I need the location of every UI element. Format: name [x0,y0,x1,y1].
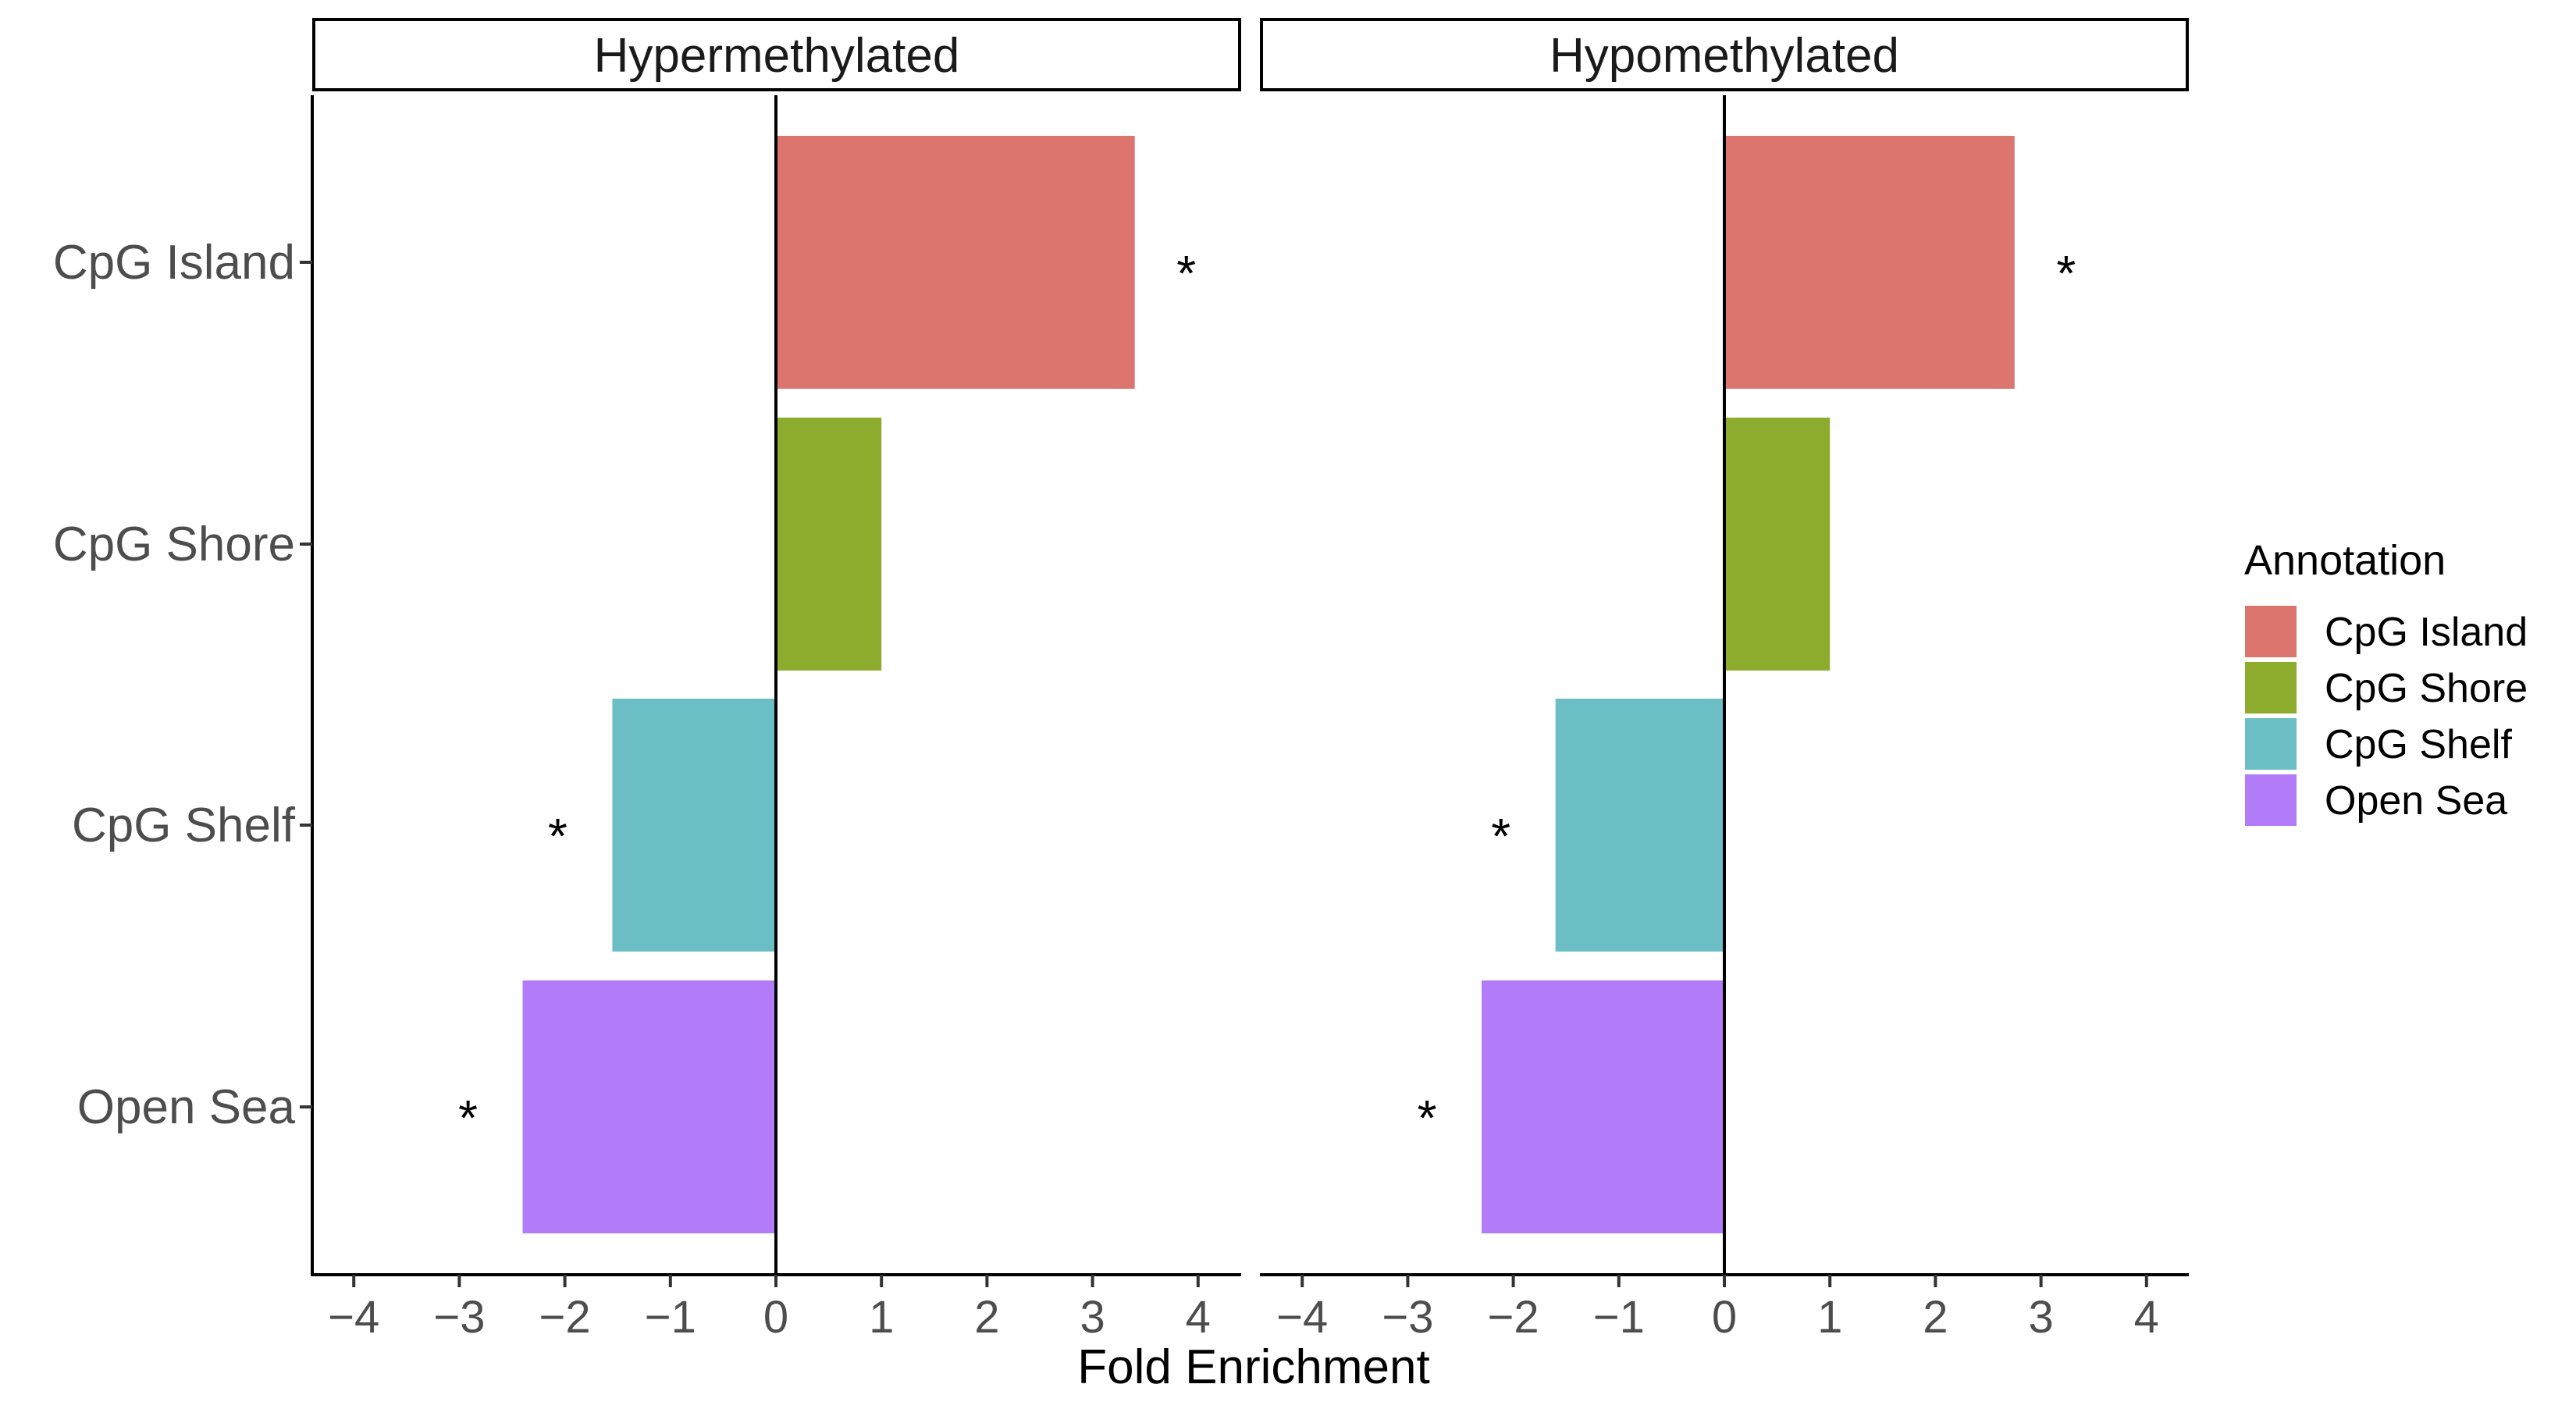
x-axis-title: Fold Enrichment [1077,1340,1429,1394]
facet-strip-label: Hypermethylated [594,29,960,83]
bar-cpg-shelf [612,699,776,952]
facet-strip [1260,18,2189,91]
bar-open-sea [522,980,776,1233]
legend-label: CpG Shore [2325,666,2528,711]
significance-marker: * [1418,1090,1437,1146]
legend-key [2245,718,2297,770]
bar-cpg-shore [1724,418,1831,671]
legend-label: Open Sea [2325,778,2507,824]
legend-title: Annotation [2244,537,2446,584]
x-tick-label: −2 [539,1292,591,1343]
category-label: CpG Shore [53,518,295,571]
significance-marker: * [548,808,568,864]
legend-key [2245,606,2297,657]
x-tick-label: −4 [1276,1292,1328,1343]
x-tick-label: 0 [763,1292,788,1343]
facet-strip-label: Hypomethylated [1550,29,1899,83]
bar-cpg-island [776,136,1135,389]
x-tick-label: −4 [328,1292,379,1343]
bar-open-sea [1482,980,1724,1233]
significance-marker: * [458,1090,478,1146]
legend-label: CpG Island [2325,610,2528,655]
panel-hypomethylated: Hypomethylated * * * −4 −3 −2 −1 0 1 2 3 4 [1260,18,2189,1343]
x-tick-label: 4 [2134,1292,2159,1343]
x-tick-label: −2 [1488,1292,1539,1343]
category-labels: CpG Island CpG Shore CpG Shelf Open Sea [53,95,314,1276]
x-tick-label: 1 [869,1292,894,1343]
x-tick-label: −3 [1382,1292,1433,1343]
legend: Annotation CpG Island CpG Shore CpG Shelf O… [2244,537,2528,826]
panels-layer: Hypermethylated***−4 −3 −2 −1 0 1 2 3 4Hypomethy… [312,18,2189,1343]
category-label: CpG Island [53,236,295,290]
facet-strip [312,18,1241,91]
legend-label: CpG Shelf [2325,722,2512,767]
x-tick-label: −3 [433,1292,485,1343]
significance-marker: * [1491,808,1510,864]
category-label: CpG Shelf [72,799,296,852]
legend-key [2245,662,2297,713]
significance-marker: * [2056,245,2076,301]
significance-marker: * [1176,245,1196,301]
x-tick-label: 4 [1186,1292,1211,1343]
bar-cpg-shelf [1555,699,1724,952]
x-tick-label: 2 [1923,1292,1948,1343]
x-tick-label: −1 [645,1292,696,1343]
x-tick-label: 2 [974,1292,999,1343]
x-tick-label: 3 [2028,1292,2053,1343]
panel-hypermethylated: Hypermethylated * * * −4 −3 −2 −1 0 1 2 3 4 [312,18,1241,1343]
bar-cpg-shore [776,418,882,671]
bar-cpg-island [1724,136,2015,389]
x-tick-label: −1 [1593,1292,1645,1343]
legend-key [2245,774,2297,826]
x-tick-label: 3 [1080,1292,1105,1343]
x-tick-label: 1 [1817,1292,1842,1343]
category-label: Open Sea [77,1080,296,1134]
x-tick-label: 0 [1712,1292,1737,1343]
